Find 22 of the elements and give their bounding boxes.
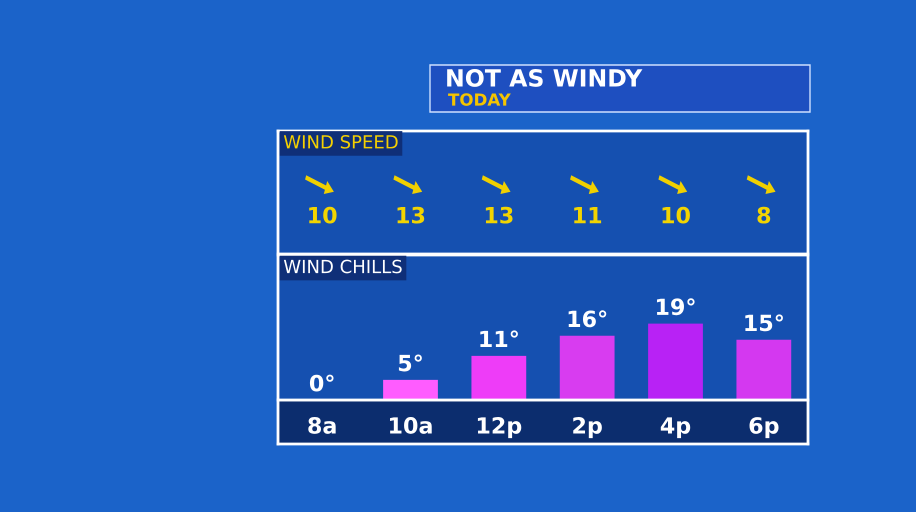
text: NOT AS WINDY (447, 68, 642, 87)
x-tick-label: 2p (573, 417, 602, 438)
text: TODAY (448, 93, 511, 106)
data-label: 0° (310, 374, 334, 392)
data-label: 16° (568, 310, 606, 328)
data-label: 15° (745, 314, 783, 332)
x-tick-label: 12p (478, 417, 522, 438)
x-tick-label: 8a (308, 417, 336, 434)
x-tick-label: 6p (750, 417, 779, 438)
data-label: 19° (656, 298, 695, 316)
x-tick-label: 4p (660, 417, 690, 438)
data-label: 10 (662, 206, 690, 224)
data-label: 11 (574, 207, 602, 224)
data-label: 10 (309, 206, 337, 224)
data-label: 11° (480, 330, 518, 348)
data-label: 13 (398, 206, 424, 224)
x-tick-label: 10a (390, 417, 432, 434)
text: WIND SPEED (284, 135, 398, 149)
data-label: 8 (757, 206, 770, 224)
data-label: 5° (398, 354, 422, 372)
chart-title: WIND CHILLS (284, 260, 402, 274)
data-label: 13 (486, 206, 513, 224)
